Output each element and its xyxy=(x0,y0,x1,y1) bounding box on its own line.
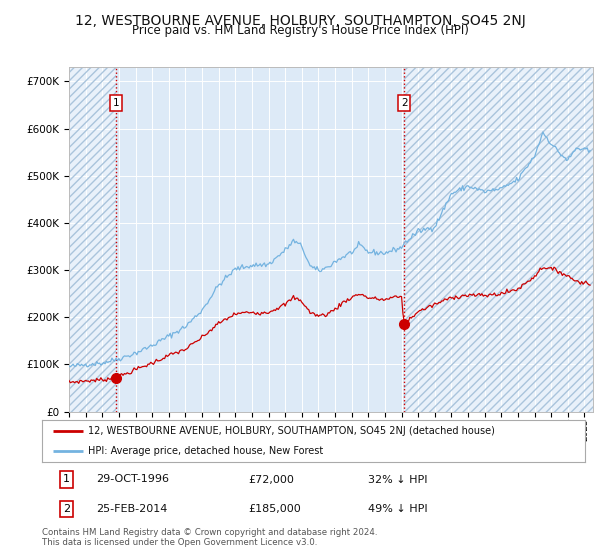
Text: £185,000: £185,000 xyxy=(248,504,301,514)
Text: 1: 1 xyxy=(113,99,119,109)
Text: £72,000: £72,000 xyxy=(248,474,294,484)
Text: 2: 2 xyxy=(63,504,70,514)
Text: 29-OCT-1996: 29-OCT-1996 xyxy=(97,474,169,484)
Text: Price paid vs. HM Land Registry's House Price Index (HPI): Price paid vs. HM Land Registry's House … xyxy=(131,24,469,37)
Text: 1: 1 xyxy=(63,474,70,484)
Text: 2: 2 xyxy=(401,99,407,109)
Text: Contains HM Land Registry data © Crown copyright and database right 2024.
This d: Contains HM Land Registry data © Crown c… xyxy=(42,528,377,547)
Text: 25-FEB-2014: 25-FEB-2014 xyxy=(97,504,167,514)
Text: HPI: Average price, detached house, New Forest: HPI: Average price, detached house, New … xyxy=(88,446,323,456)
Text: 49% ↓ HPI: 49% ↓ HPI xyxy=(368,504,427,514)
Text: 12, WESTBOURNE AVENUE, HOLBURY, SOUTHAMPTON, SO45 2NJ: 12, WESTBOURNE AVENUE, HOLBURY, SOUTHAMP… xyxy=(74,14,526,28)
Text: 12, WESTBOURNE AVENUE, HOLBURY, SOUTHAMPTON, SO45 2NJ (detached house): 12, WESTBOURNE AVENUE, HOLBURY, SOUTHAMP… xyxy=(88,426,495,436)
Text: 32% ↓ HPI: 32% ↓ HPI xyxy=(368,474,427,484)
